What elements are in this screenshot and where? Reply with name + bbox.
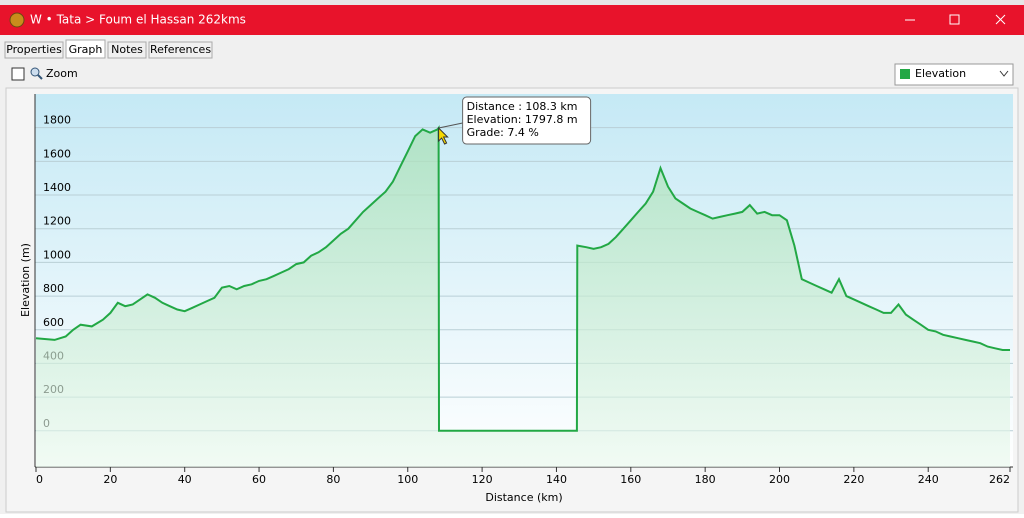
app-icon xyxy=(9,12,25,28)
tab[interactable] xyxy=(107,41,147,59)
x-tick-label: 200 xyxy=(769,473,790,486)
tooltip-line: Elevation: 1797.8 m xyxy=(467,113,578,126)
y-tick-label: 1000 xyxy=(43,248,71,261)
y-tick-label: 1800 xyxy=(43,114,71,127)
x-tick-label: 100 xyxy=(397,473,418,486)
x-tick-label: 120 xyxy=(472,473,493,486)
x-tick-label: 240 xyxy=(918,473,939,486)
dropdown-text: Elevation xyxy=(915,67,966,80)
tooltip-line: Distance : 108.3 km xyxy=(467,100,578,113)
dropdown-swatch xyxy=(900,69,910,79)
x-tick-label: 40 xyxy=(178,473,192,486)
tooltip-line: Grade: 7.4 % xyxy=(467,126,539,139)
mouse-cursor xyxy=(438,126,449,145)
zoom-checkbox[interactable] xyxy=(11,67,25,81)
tab[interactable] xyxy=(148,41,213,59)
y-tick-label: 800 xyxy=(43,282,64,295)
y-tick-label: 600 xyxy=(43,316,64,329)
tab-label[interactable]: Properties xyxy=(6,43,62,56)
tab-label[interactable]: References xyxy=(150,43,211,56)
series-dropdown[interactable] xyxy=(894,63,1014,86)
zoom-icon xyxy=(30,67,40,77)
x-tick-label: 20 xyxy=(103,473,117,486)
x-tick-label: 220 xyxy=(843,473,864,486)
x-axis-label: Distance (km) xyxy=(485,491,562,504)
zoom-label[interactable]: Zoom xyxy=(46,67,78,80)
elevation-line xyxy=(35,125,1010,432)
dropdown-arrow xyxy=(999,70,1009,77)
tooltip-pointer xyxy=(438,122,463,129)
tab[interactable] xyxy=(65,39,106,59)
tab[interactable] xyxy=(4,41,64,59)
y-tick-label: 1400 xyxy=(43,181,71,194)
y-tick-label: 1600 xyxy=(43,147,71,160)
maximize-button[interactable] xyxy=(949,14,960,25)
x-tick-label: 80 xyxy=(326,473,340,486)
zoom-icon-handle xyxy=(37,74,43,80)
x-tick-label: 262 xyxy=(989,473,1010,486)
window-title: W • Tata > Foum el Hassan 262kms xyxy=(30,13,246,27)
x-tick-label: 160 xyxy=(620,473,641,486)
x-tick-label: 180 xyxy=(695,473,716,486)
tab-label[interactable]: Notes xyxy=(111,43,143,56)
x-tick-label: 60 xyxy=(252,473,266,486)
close-button[interactable] xyxy=(995,14,1006,25)
background-strip xyxy=(0,0,1024,5)
x-tick-label: 0 xyxy=(36,473,43,486)
title-bar xyxy=(0,5,1024,35)
y-tick-label: 1200 xyxy=(43,215,71,228)
y-axis-label: Elevation (m) xyxy=(19,243,32,317)
tab-label[interactable]: Graph xyxy=(69,43,103,56)
x-tick-label: 140 xyxy=(546,473,567,486)
tooltip xyxy=(462,96,592,145)
